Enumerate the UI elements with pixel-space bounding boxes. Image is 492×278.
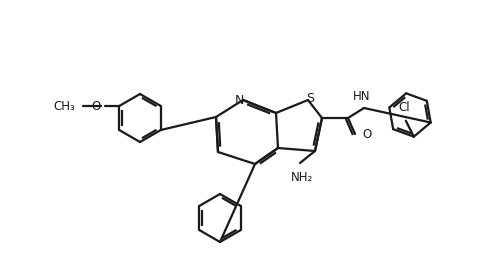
Text: NH₂: NH₂ bbox=[291, 171, 313, 184]
Text: Cl: Cl bbox=[398, 101, 410, 114]
Text: HN: HN bbox=[353, 90, 371, 103]
Text: O: O bbox=[362, 128, 371, 140]
Text: S: S bbox=[306, 91, 314, 105]
Text: CH₃: CH₃ bbox=[54, 100, 75, 113]
Text: O: O bbox=[92, 100, 101, 113]
Text: N: N bbox=[234, 93, 244, 106]
